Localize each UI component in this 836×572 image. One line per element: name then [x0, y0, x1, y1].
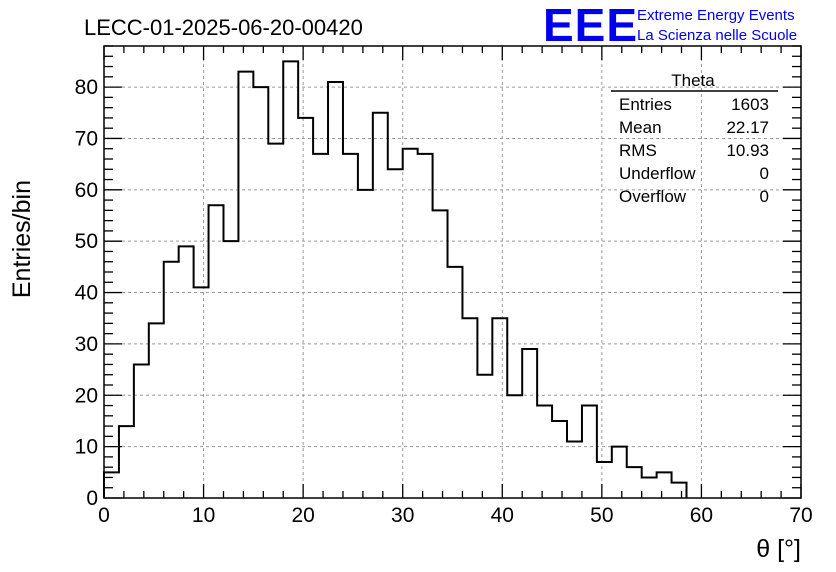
- y-tick-label: 60: [75, 179, 98, 202]
- y-tick-label: 20: [75, 384, 98, 407]
- stats-row-label: Entries: [619, 95, 672, 114]
- x-tick-label: 30: [391, 504, 414, 527]
- histogram-bin-19: [388, 169, 403, 498]
- chart-title: LECC-01-2025-06-20-00420: [84, 15, 363, 40]
- histogram-bin-24: [462, 318, 477, 498]
- histogram-bin-7: [209, 205, 224, 498]
- y-axis-label: Entries/bin: [8, 180, 36, 298]
- stats-row-value: 0: [760, 164, 769, 183]
- stats-row-value: 1603: [731, 95, 769, 114]
- histogram-bin-0: [104, 472, 119, 498]
- histogram-bin-37: [657, 472, 672, 498]
- y-tick-labels: 0 10 20 30 40 50 60 70 80: [75, 76, 98, 510]
- stats-rows: Entries 1603 Mean 22.17 RMS 10.93 Underflow 0 Ov…: [619, 95, 769, 206]
- histogram-outline: [103, 60, 688, 498]
- histogram-bin-8: [223, 241, 238, 498]
- stats-row-value: 0: [760, 187, 769, 206]
- histogram-bin-16: [343, 154, 358, 498]
- x-tick-labels: 0 10 20 30 40 50 60 70: [98, 504, 813, 527]
- histogram-bin-11: [268, 144, 283, 498]
- histogram-bin-32: [582, 406, 597, 498]
- histogram-bin-29: [537, 406, 552, 498]
- histogram-bin-34: [612, 447, 627, 498]
- stats-box: Theta Entries 1603 Mean 22.17 RMS 10.93 Underf…: [611, 71, 778, 206]
- stats-row-label: Overflow: [619, 187, 687, 206]
- histogram-bin-38: [672, 483, 687, 498]
- x-tick-label: 0: [98, 504, 110, 527]
- histogram-bin-17: [358, 190, 373, 498]
- grid-lines: [104, 46, 801, 498]
- histogram-bin-3: [149, 323, 164, 498]
- histogram-bin-15: [328, 82, 343, 498]
- histogram-bin-27: [507, 395, 522, 498]
- x-tick-label: 10: [192, 504, 215, 527]
- stats-row-label: RMS: [619, 141, 657, 160]
- histogram-bin-5: [179, 246, 194, 498]
- histogram-bin-4: [164, 262, 179, 498]
- histogram-bin-1: [119, 426, 134, 498]
- histogram-bin-10: [253, 87, 268, 498]
- eee-logo-line2: La Scienza nelle Scuole: [637, 27, 797, 44]
- y-tick-label: 70: [75, 127, 98, 150]
- histogram-bin-26: [492, 318, 507, 498]
- x-tick-label: 40: [491, 504, 514, 527]
- histogram-bin-20: [403, 149, 418, 498]
- histogram-bin-35: [627, 467, 642, 498]
- histogram-bin-31: [567, 442, 582, 499]
- histogram-bin-9: [238, 72, 253, 498]
- x-axis-label: θ [°]: [756, 535, 801, 563]
- x-tick-label: 20: [291, 504, 314, 527]
- stats-row-value: 22.17: [726, 118, 769, 137]
- histogram-bins: [104, 61, 686, 498]
- stats-box-title: Theta: [671, 71, 715, 90]
- histogram-bin-25: [477, 375, 492, 498]
- histogram-bin-18: [373, 113, 388, 498]
- y-tick-label: 0: [86, 487, 98, 510]
- histogram-bin-30: [552, 421, 567, 498]
- x-tick-label: 50: [590, 504, 613, 527]
- y-tick-label: 10: [75, 436, 98, 459]
- histogram-bin-23: [448, 267, 463, 498]
- y-tick-label: 50: [75, 230, 98, 253]
- histogram-bin-12: [283, 61, 298, 498]
- x-tick-label: 60: [690, 504, 713, 527]
- y-tick-label: 40: [75, 282, 98, 305]
- eee-logo: EEE Extreme Energy Events La Scienza nel…: [543, 0, 797, 51]
- y-tick-label: 80: [75, 76, 98, 99]
- stats-row-label: Mean: [619, 118, 662, 137]
- histogram-bin-2: [134, 364, 149, 498]
- histogram-bin-6: [194, 287, 209, 498]
- eee-logo-line1: Extreme Energy Events: [637, 7, 795, 24]
- x-tick-label: 70: [789, 504, 812, 527]
- stats-row-label: Underflow: [619, 164, 696, 183]
- stats-row-value: 10.93: [726, 141, 769, 160]
- histogram-bin-22: [433, 210, 448, 498]
- eee-logo-mark: EEE: [543, 0, 638, 51]
- histogram-bin-14: [313, 154, 328, 498]
- histogram-bin-28: [522, 349, 537, 498]
- axis-ticks: [103, 45, 802, 499]
- histogram-bin-13: [298, 118, 313, 498]
- histogram-bin-33: [597, 462, 612, 498]
- histogram-bin-36: [642, 477, 657, 498]
- histogram-bin-21: [418, 154, 433, 498]
- y-tick-label: 30: [75, 333, 98, 356]
